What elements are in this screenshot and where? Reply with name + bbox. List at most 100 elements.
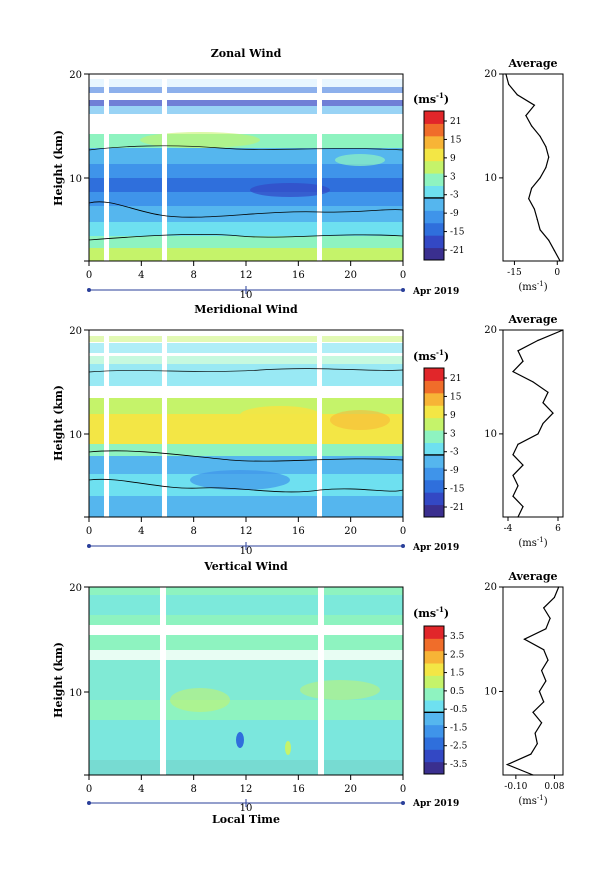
- average-point: [530, 187, 533, 189]
- x-tick-label: 16: [292, 526, 305, 537]
- colorbar-swatch: [424, 417, 444, 431]
- colorbar-swatch: [424, 222, 444, 236]
- average-point: [533, 104, 536, 106]
- average-point: [553, 250, 556, 252]
- colorbar-swatch: [424, 663, 444, 676]
- x-tick-label: 8: [190, 784, 196, 795]
- heatmap: [89, 587, 403, 775]
- average-point: [545, 166, 547, 169]
- panel-zonal: Zonal Wind Height (km): [52, 47, 564, 301]
- colorbar-tick-label: 15: [450, 135, 462, 145]
- average-point: [543, 701, 545, 703]
- average-point: [543, 607, 545, 609]
- x-tick-label: 8: [190, 270, 196, 281]
- colorbar-swatch: [424, 504, 444, 518]
- average-point: [545, 628, 547, 630]
- date-day-label: 10: [240, 803, 253, 814]
- x-tick-label: 12: [240, 526, 253, 537]
- average-point: [540, 722, 543, 724]
- average-y-tick-label: 10: [484, 686, 497, 697]
- average-point: [528, 198, 530, 200]
- panel-title: Meridional Wind: [194, 303, 298, 316]
- colorbar-unit: (ms-1): [413, 605, 449, 620]
- x-tick-label: 4: [138, 526, 144, 537]
- average-point: [549, 617, 551, 619]
- average-point: [545, 146, 547, 148]
- y-tick-label: 10: [69, 174, 82, 185]
- colorbar-tick-label: 3.5: [450, 632, 465, 642]
- average-point: [512, 474, 514, 477]
- colorbar-tick-label: 3: [450, 172, 456, 182]
- colorbar: 21 15 9 3 -3 -9 -15 -21: [423, 367, 465, 518]
- heatmap: [89, 74, 403, 261]
- average-x-tick-label: -0.10: [504, 782, 527, 792]
- panel-title: Zonal Wind: [211, 47, 282, 60]
- average-point: [547, 659, 549, 661]
- colorbar-tick-label: 15: [450, 392, 462, 402]
- average-point: [558, 586, 560, 588]
- colorbar-swatch: [424, 700, 444, 713]
- heatmap: [89, 330, 403, 517]
- colorbar-tick-label: -3.5: [450, 760, 468, 770]
- colorbar-tick-label: -15: [450, 228, 465, 238]
- average-y-tick-label: 10: [484, 429, 497, 440]
- y-tick-label: 20: [69, 70, 82, 81]
- average-point: [517, 516, 519, 518]
- colorbar-swatch: [424, 430, 444, 443]
- colorbar-tick-label: 3: [450, 429, 456, 439]
- average-line: [505, 73, 561, 262]
- x-tick-label: 4: [138, 270, 144, 281]
- average-point: [517, 485, 519, 487]
- colorbar-frame: [423, 367, 445, 518]
- x-tick-label: 12: [240, 270, 253, 281]
- average-point: [512, 454, 514, 456]
- average-point: [559, 260, 561, 262]
- y-tick-label: 20: [69, 326, 82, 337]
- colorbar-swatch: [424, 454, 444, 468]
- average-point: [539, 135, 541, 137]
- average-frame: [502, 73, 564, 262]
- colorbar-swatch: [424, 392, 444, 406]
- average-point: [508, 83, 510, 85]
- average-x-label: (ms-1): [518, 536, 547, 549]
- colorbar-swatch: [424, 626, 444, 639]
- x-tick-label: 20: [344, 270, 357, 281]
- date-day-label: 10: [240, 546, 253, 557]
- average-point: [516, 94, 518, 96]
- colorbar-unit: (ms-1): [413, 348, 449, 363]
- colorbar-tick-label: -9: [450, 209, 459, 219]
- y-tick-label: 10: [69, 688, 82, 699]
- average-point: [562, 329, 564, 331]
- colorbar-swatch: [424, 712, 444, 726]
- average-frame: [502, 586, 564, 776]
- x-axis-label: Local Time: [212, 813, 280, 826]
- average-point: [532, 711, 534, 713]
- colorbar-swatch: [424, 638, 444, 652]
- average-point: [547, 391, 549, 393]
- average-point: [539, 177, 541, 179]
- average-point: [532, 381, 534, 383]
- colorbar-swatch: [424, 761, 444, 775]
- average-point: [537, 339, 539, 341]
- colorbar-tick-label: -0.5: [450, 705, 468, 715]
- colorbar-swatch: [424, 197, 444, 211]
- average-point: [545, 680, 547, 682]
- average-point: [533, 208, 536, 210]
- colorbar: 3.5 2.5 1.5 0.5 -0.5 -1.5 -2.5 -3.5: [423, 625, 468, 775]
- colorbar-swatch: [424, 210, 444, 224]
- average-point: [522, 360, 524, 362]
- panel-meridional: Meridional Wind Height (km): [52, 303, 564, 557]
- colorbar-swatch: [424, 724, 444, 738]
- colorbar-swatch: [424, 111, 444, 124]
- average-point: [553, 596, 556, 599]
- colorbar-frame: [423, 110, 445, 261]
- x-tick-label: 0: [86, 526, 92, 537]
- panel-vertical: Vertical Wind Height (km) 10 20 0 4 8 12 16 2…: [52, 560, 565, 826]
- average-point: [512, 495, 514, 497]
- colorbar-swatch: [424, 405, 444, 419]
- average-point: [539, 229, 541, 231]
- x-tick-label: 16: [292, 784, 305, 795]
- y-tick-label: 10: [69, 430, 82, 441]
- average-point: [505, 73, 507, 75]
- average-line: [505, 586, 560, 776]
